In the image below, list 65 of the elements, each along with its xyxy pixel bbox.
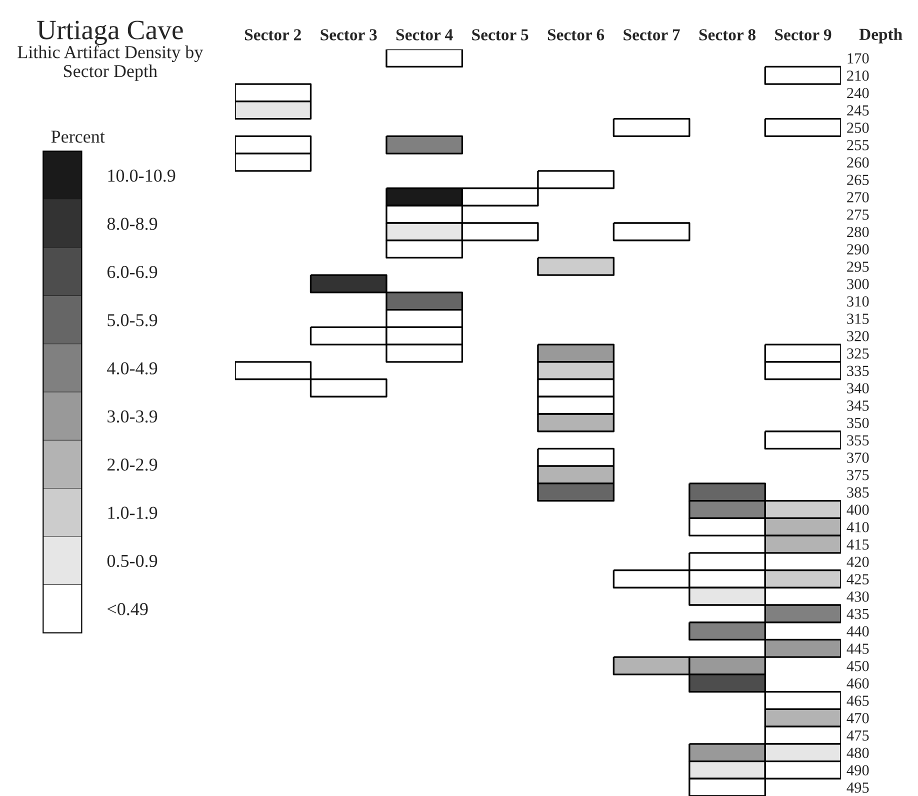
x-tick-label: Sector 9	[775, 29, 832, 40]
y-tick-label: 240	[847, 88, 869, 98]
y-tick-label: 410	[846, 522, 869, 532]
y-tick-label: 325	[847, 348, 869, 359]
y-tick-label: 420	[846, 556, 869, 568]
y-tick-label: 400	[846, 504, 869, 515]
y-tick-label: 345	[847, 400, 869, 411]
y-tick-label: 295	[847, 262, 869, 272]
y-tick-label: 465	[846, 696, 869, 706]
color-bar-label: 2.0-2.9	[107, 458, 158, 471]
color-bar-label: 4.0-4.9	[107, 362, 158, 374]
y-tick-label: 350	[847, 418, 869, 428]
y-tick-label: 260	[847, 157, 869, 168]
y-tick-label: 415	[846, 539, 869, 550]
y-tick-label: 490	[846, 765, 869, 776]
y-tick-label: 280	[847, 226, 869, 238]
x-tick-label: Sector 3	[320, 29, 377, 40]
y-tick-label: 270	[847, 192, 869, 202]
y-tick-label: 495	[846, 782, 869, 793]
y-tick-label: 480	[846, 748, 869, 758]
y-tick-label: 440	[846, 626, 869, 636]
color-bar-label: 8.0-8.9	[107, 218, 158, 230]
y-tick-label: 170	[848, 53, 869, 64]
y-tick-label: 335	[847, 366, 869, 376]
color-bar-label: 5.0-5.9	[108, 314, 158, 326]
x-tick-label: Sector 7	[624, 29, 680, 40]
y-tick-label: 450	[846, 660, 869, 672]
y-tick-label: 320	[847, 330, 869, 342]
y-tick-label: 435	[846, 608, 869, 620]
y-tick-label: 245	[847, 105, 869, 116]
color-bar-label: 0.5-0.9	[107, 554, 158, 568]
y-tick-label: 210	[847, 70, 869, 81]
y-tick-label: 430	[846, 591, 869, 602]
y-tick-label: 375	[847, 470, 869, 480]
x-tick-label: Sector 5	[472, 29, 528, 40]
y-tick-label: 445	[846, 644, 869, 654]
y-tick-label: 460	[846, 678, 869, 689]
color-bar-label: 1.0-1.9	[108, 506, 158, 519]
x-tick-label: Sector 4	[396, 29, 453, 40]
color-bar-title: Percent	[51, 130, 105, 143]
color-bar-label: <0.49	[108, 603, 148, 616]
y-tick-label: 315	[847, 314, 869, 324]
x-tick-label: Sector 6	[548, 29, 604, 40]
x-tick-label: Sector 8	[699, 29, 756, 40]
y-tick-label: 370	[847, 452, 869, 463]
y-tick-label: 475	[846, 730, 869, 741]
y-tick-label: 300	[847, 278, 869, 290]
y-tick-label: 470	[846, 713, 869, 724]
y-tick-label: 265	[847, 174, 869, 186]
y-tick-label: 385	[847, 487, 869, 498]
color-bar-label: 3.0-3.9	[108, 410, 158, 423]
color-bar-label: 6.0-6.9	[107, 266, 158, 278]
y-tick-label: 425	[846, 574, 869, 584]
y-tick-label: 275	[847, 209, 869, 220]
y-tick-label: 340	[847, 383, 869, 394]
y-tick-label: 250	[847, 122, 869, 133]
chart-title: Urtiaga Cave	[37, 20, 183, 46]
chart-subtitle: Lithic Artifact Density by Sector Depth	[18, 45, 204, 81]
y-tick-label: 310	[847, 296, 869, 307]
y-tick-label: 290	[847, 244, 869, 254]
y-tick-label: 255	[847, 140, 869, 150]
x-tick-label: Sector 2	[244, 29, 301, 40]
y-axis-title: Depth	[859, 28, 902, 44]
y-tick-label: 355	[847, 435, 869, 446]
color-bar-label: 10.0-10.9	[108, 170, 176, 182]
